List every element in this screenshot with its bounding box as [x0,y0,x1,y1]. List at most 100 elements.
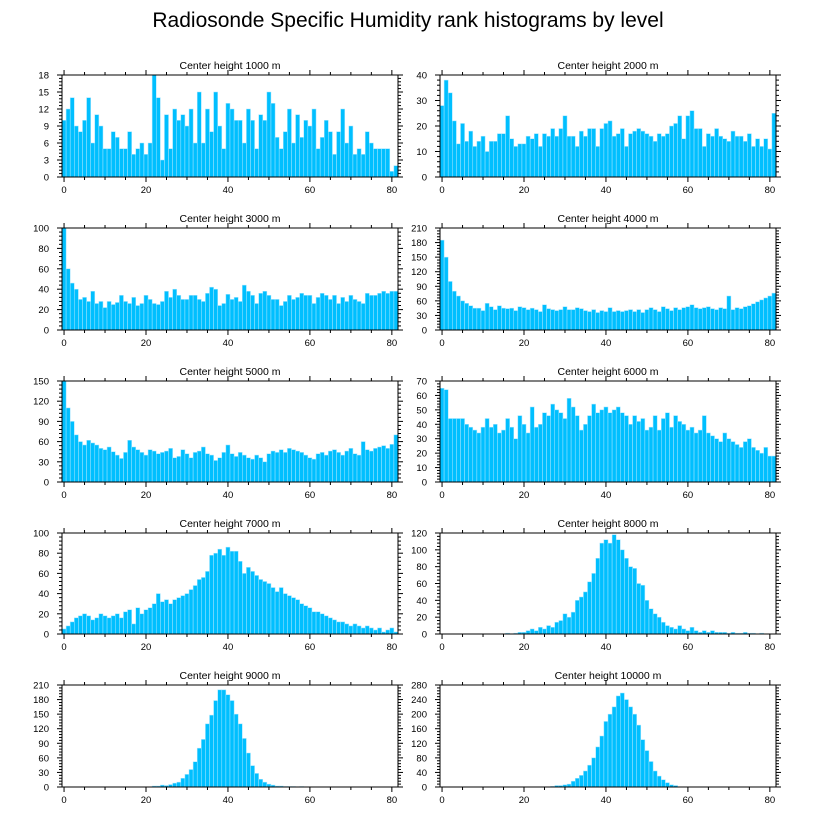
histogram-bar [303,120,309,178]
histogram-bar [94,114,100,178]
histogram-bar [336,621,341,635]
histogram-bar [86,440,91,483]
histogram-bar [131,623,137,635]
y-tick-label: 180 [411,238,427,249]
y-tick-label: 0 [44,478,49,489]
panel-title: Center height 4000 m [558,213,659,225]
histogram-bar [480,135,486,178]
histogram-bar [274,591,280,635]
histogram-bar [278,587,284,635]
histogram-bar [82,297,87,331]
histogram-bar [295,450,300,483]
histogram-bar [323,120,329,178]
histogram-bar [115,454,120,483]
x-tick-label: 80 [387,185,398,196]
histogram-bar [176,120,182,178]
histogram-bar [348,448,354,483]
histogram-bar [607,713,613,788]
histogram-bar [393,290,399,331]
histogram-bar [344,623,350,635]
histogram-bar [323,295,329,331]
histogram-bar [730,130,736,178]
histogram-bar [340,108,345,178]
histogram-bar [738,447,744,483]
histogram-bar [352,154,358,178]
histogram-bar [542,412,547,483]
x-tick-label: 60 [305,338,316,349]
histogram-bar [106,301,112,331]
histogram-bar [180,595,186,635]
histogram-bar [311,611,317,635]
histogram-bar [98,613,104,635]
histogram-bar [763,138,769,178]
histogram-bar [61,227,67,331]
histogram-bar [65,407,71,483]
histogram-bar [771,113,777,178]
histogram-bar [665,133,670,178]
y-tick-label: 120 [411,529,427,540]
histogram-bar [665,412,670,483]
histogram-bar [127,440,132,483]
histogram-bar [484,418,490,483]
histogram-bar [221,452,227,483]
histogram-bar [254,773,259,788]
histogram-bar [599,542,605,635]
histogram-bar [603,539,609,635]
histogram-bar [693,307,699,331]
histogram-bar [710,630,715,635]
histogram-bar [689,426,695,483]
y-tick-label: 100 [33,224,49,235]
histogram-bar [250,765,255,788]
histogram-bar [106,446,112,483]
histogram-bar [229,108,235,178]
histogram-bar [389,444,395,483]
histogram-bar [233,297,239,331]
x-tick-label: 0 [61,795,66,806]
histogram-bar [188,589,194,635]
histogram-bar [217,548,223,635]
histogram-bar [348,625,354,635]
histogram-bar [464,424,469,483]
histogram-bar [570,406,576,483]
histogram-bar [119,617,124,635]
histogram-bar [246,457,251,483]
histogram-bar [160,159,165,178]
histogram-bar [644,600,650,635]
histogram-bar [94,303,100,331]
histogram-bar [299,603,305,635]
x-tick-label: 40 [601,490,612,501]
histogram-bar [315,453,321,483]
histogram-bar [533,426,539,483]
histogram-bar [237,452,243,483]
y-tick-label: 120 [33,397,49,408]
histogram-bar [78,299,83,331]
histogram-bar [599,409,605,483]
histogram-bar [542,304,547,331]
histogram-bar [123,148,128,178]
histogram-bar [439,387,445,483]
histogram-bar [377,446,382,483]
histogram-bar [509,138,515,178]
histogram-bar [472,429,478,483]
x-tick-label: 80 [387,642,398,653]
y-tick-label: 0 [422,630,427,641]
y-tick-label: 100 [411,545,427,556]
histogram-bar [377,293,382,331]
histogram-bar [237,723,243,788]
histogram-bar [656,616,662,635]
histogram-bar [287,595,292,635]
histogram-bar [742,441,748,483]
histogram-bar [656,133,662,178]
histogram-bar [364,449,370,483]
histogram-bar [201,446,206,483]
histogram-bar [250,571,255,635]
histogram-bar [480,426,486,483]
x-tick-label: 60 [305,642,316,653]
histogram-bar [201,142,206,178]
histogram-bar [135,305,141,331]
y-tick-label: 210 [33,681,49,692]
histogram-bar [505,308,510,331]
histogram-bar [669,426,674,483]
histogram-bar [246,567,251,635]
histogram-bar [323,615,329,635]
